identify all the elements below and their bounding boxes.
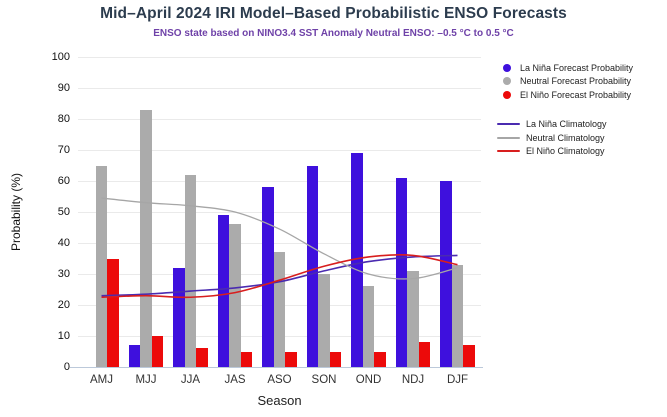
gridline-40 xyxy=(78,243,481,244)
y-tick-label-30: 30 xyxy=(57,267,70,280)
bar-neutral-aso xyxy=(273,252,286,367)
y-axis-title: Probability (%) xyxy=(9,172,23,252)
el-ni-o-forecast-probability-dot-icon xyxy=(503,90,511,99)
x-tick-label-aso: ASO xyxy=(267,374,292,386)
y-tick-label-0: 0 xyxy=(63,360,70,373)
legend-label: La Niña Forecast Probability xyxy=(520,62,634,73)
legend-row-neutral-forecast-probability: Neutral Forecast Probability xyxy=(497,75,633,89)
legend-forecast-group: La Niña Forecast Probability Neutral Fore… xyxy=(497,61,633,102)
gridline-70 xyxy=(78,150,481,151)
legend-label: El Niño Climatology xyxy=(526,146,605,157)
line-neutral-climatology xyxy=(101,197,458,280)
legend-climatology-group: La Niña Climatology Neutral Climatology El… xyxy=(497,118,633,159)
gridline-60 xyxy=(78,181,481,182)
x-tick-label-jja: JJA xyxy=(180,374,201,386)
bar-neutral-amj xyxy=(95,165,108,367)
bar-el-ni-o-son xyxy=(329,351,342,367)
x-axis-baseline xyxy=(70,367,483,368)
gridline-90 xyxy=(78,88,481,89)
bar-la-ni-a-ndj xyxy=(395,177,408,367)
y-tick-label-50: 50 xyxy=(57,205,70,218)
bar-el-ni-o-mjj xyxy=(151,336,164,367)
legend: La Niña Forecast Probability Neutral Fore… xyxy=(497,61,633,158)
y-tick-label-40: 40 xyxy=(57,236,70,249)
bar-la-ni-a-jas xyxy=(217,215,230,367)
la-ni-a-forecast-probability-dot-icon xyxy=(503,63,511,72)
legend-row-el-ni-o-forecast-probability: El Niño Forecast Probability xyxy=(497,88,633,102)
bar-neutral-jas xyxy=(229,224,241,367)
bar-el-ni-o-djf xyxy=(463,345,475,367)
legend-group-gap xyxy=(497,102,633,118)
la-ni-a-climatology-line-icon xyxy=(497,123,520,126)
bar-neutral-son xyxy=(318,274,330,367)
legend-label: La Niña Climatology xyxy=(526,119,607,130)
y-tick-label-70: 70 xyxy=(57,143,70,156)
y-tick-label-10: 10 xyxy=(57,329,70,342)
x-tick-label-ndj: NDJ xyxy=(401,374,425,386)
gridline-50 xyxy=(78,212,481,213)
legend-row-la-ni-a-climatology: La Niña Climatology xyxy=(497,118,633,132)
bar-el-ni-o-amj xyxy=(107,258,119,367)
y-tick-label-100: 100 xyxy=(51,50,70,63)
legend-label: El Niño Forecast Probability xyxy=(520,89,632,100)
legend-label: Neutral Forecast Probability xyxy=(520,76,632,87)
bar-la-ni-a-djf xyxy=(440,181,452,367)
legend-row-la-ni-a-forecast-probability: La Niña Forecast Probability xyxy=(497,61,633,75)
bar-la-ni-a-aso xyxy=(262,187,274,367)
x-tick-label-jas: JAS xyxy=(224,374,246,386)
gridline-100 xyxy=(78,57,481,58)
chart-title: Mid–April 2024 IRI Model–Based Probabili… xyxy=(100,5,567,22)
y-tick-label-60: 60 xyxy=(57,174,70,187)
bar-el-ni-o-ndj xyxy=(418,342,431,367)
line-la-ni-a-climatology xyxy=(101,254,458,297)
el-ni-o-climatology-line-icon xyxy=(497,150,520,153)
gridline-80 xyxy=(78,119,481,120)
plot-area: 0 10 20 30 40 50 60 70 80 90 100 AMJ MJJ JJA JAS ASO SO… xyxy=(52,51,483,386)
y-tick-label-90: 90 xyxy=(57,81,70,94)
x-tick-label-mjj: MJJ xyxy=(135,374,157,386)
x-tick-label-amj: AMJ xyxy=(90,374,113,386)
y-tick-label-20: 20 xyxy=(57,298,70,311)
bar-neutral-mjj xyxy=(140,109,152,367)
bar-el-ni-o-aso xyxy=(285,351,297,367)
y-tick-label-80: 80 xyxy=(57,112,70,125)
chart-subtitle: ENSO state based on NINO3.4 SST Anomaly … xyxy=(153,28,514,39)
bar-el-ni-o-jja xyxy=(196,348,208,367)
bar-la-ni-a-jja xyxy=(173,267,185,367)
bar-el-ni-o-ond xyxy=(374,351,386,367)
neutral-climatology-line-icon xyxy=(497,136,520,139)
climatology-line-layer xyxy=(101,197,458,299)
legend-label: Neutral Climatology xyxy=(526,132,605,143)
bar-neutral-djf xyxy=(451,264,464,367)
bar-la-ni-a-ond xyxy=(351,153,363,367)
x-tick-label-djf: DJF xyxy=(446,374,469,386)
bar-la-ni-a-son xyxy=(306,165,319,367)
neutral-forecast-probability-dot-icon xyxy=(503,77,511,86)
bar-neutral-ond xyxy=(362,286,375,367)
legend-row-neutral-climatology: Neutral Climatology xyxy=(497,131,633,145)
y-axis-title-wrap: Probability (%) xyxy=(4,57,28,367)
legend-row-el-ni-o-climatology: El Niño Climatology xyxy=(497,145,633,159)
x-axis-title: Season xyxy=(257,393,302,408)
bar-la-ni-a-mjj xyxy=(128,345,141,367)
line-el-ni-o-climatology xyxy=(101,254,458,299)
x-tick-label-ond: OND xyxy=(355,374,382,386)
bar-el-ni-o-jas xyxy=(240,351,253,367)
x-tick-label-son: SON xyxy=(311,374,337,386)
bar-neutral-ndj xyxy=(407,270,419,367)
bar-neutral-jja xyxy=(184,174,197,367)
